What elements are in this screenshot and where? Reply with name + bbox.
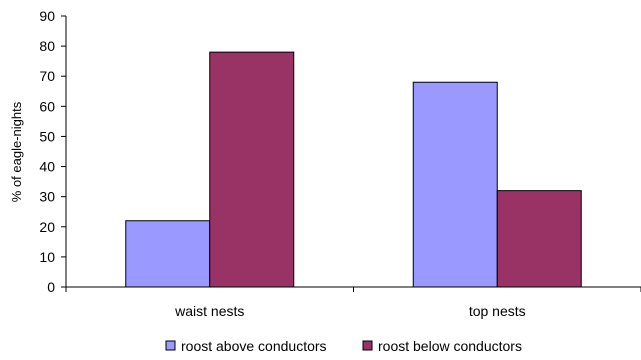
y-tick-label: 40 (39, 159, 55, 175)
x-axis-ticks: waist nests top nests (65, 287, 641, 319)
bar-top-nests-series-2 (496, 190, 582, 288)
bar-waist-nests-series-2 (209, 51, 295, 288)
y-tick-label: 50 (39, 128, 55, 144)
y-tick-label: 60 (39, 98, 55, 114)
legend-label: roost below conductors (378, 338, 522, 354)
x-category-label: top nests (469, 303, 526, 319)
y-axis-label: % of eagle-nights (9, 101, 24, 202)
bar-top-nests-series-1 (412, 81, 498, 288)
y-axis-ticks: 0 10 20 30 40 50 60 70 80 90 (39, 8, 66, 295)
y-tick-label: 20 (39, 219, 55, 235)
y-tick-label: 30 (39, 189, 55, 205)
y-tick-label: 0 (47, 279, 55, 295)
legend-swatch (165, 340, 176, 351)
y-tick-label: 10 (39, 249, 55, 265)
y-tick-label: 70 (39, 68, 55, 84)
legend: roost above conductors roost below conduc… (165, 338, 522, 354)
x-category-label: waist nests (174, 303, 244, 319)
y-tick-label: 90 (39, 8, 55, 24)
bar-waist-nests-series-1 (125, 220, 211, 288)
bars (125, 51, 582, 288)
legend-label: roost above conductors (181, 338, 327, 354)
legend-swatch (362, 340, 373, 351)
y-tick-label: 80 (39, 38, 55, 54)
